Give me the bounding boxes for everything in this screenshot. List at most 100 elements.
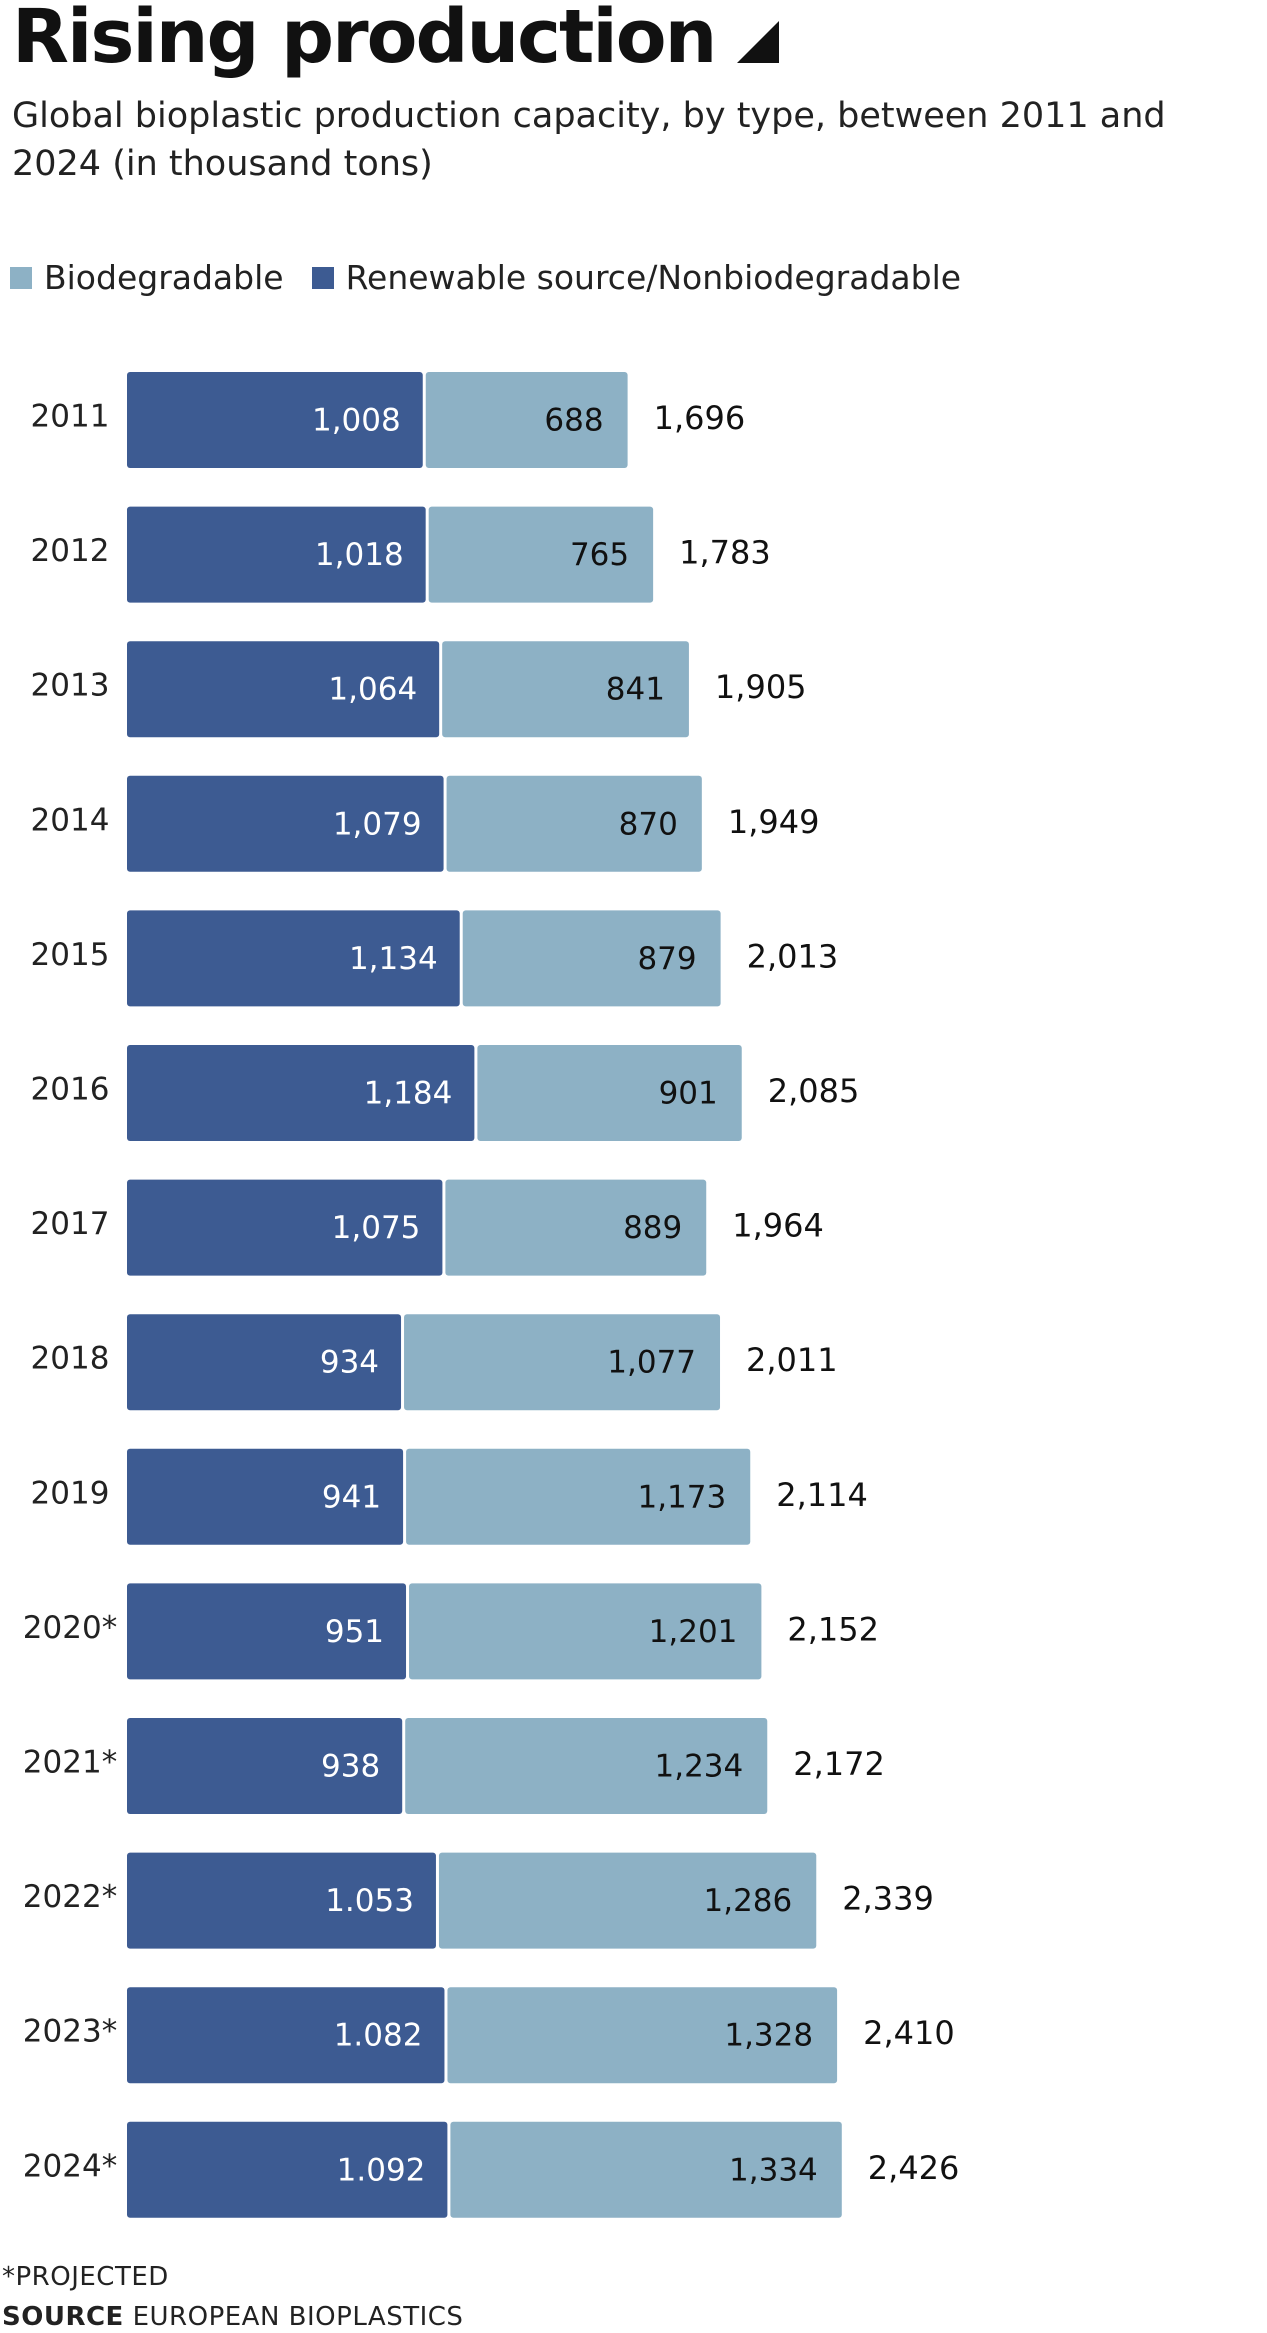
bar-value-label-renewable: 951 — [325, 1614, 384, 1650]
bar-value-label-biodegradable: 1,234 — [655, 1749, 744, 1785]
bar-biodegradable — [405, 1718, 768, 1814]
bar-biodegradable — [404, 1314, 721, 1411]
bar-renewable — [127, 775, 444, 872]
bar-value-label-biodegradable: 1,077 — [607, 1345, 696, 1381]
bar-renewable — [127, 1179, 443, 1276]
bar-value-label-renewable: 1,064 — [328, 672, 417, 708]
total-value-label: 1,905 — [715, 668, 807, 706]
bar-renewable — [127, 2121, 448, 2218]
total-value-label: 2,410 — [863, 2014, 955, 2052]
bar-value-label-biodegradable: 1,201 — [649, 1614, 738, 1650]
year-tick-label: 2014 — [31, 802, 110, 838]
bar-renewable — [127, 372, 423, 468]
year-tick-label: 2013 — [31, 668, 110, 704]
year-tick-label: 2020* — [23, 1610, 117, 1646]
legend-item-renewable: Renewable source/Nonbiodegradable — [311, 258, 962, 297]
legend-label-renewable: Renewable source/Nonbiodegradable — [345, 258, 962, 297]
bar-renewable — [127, 910, 460, 1007]
bar-value-label-renewable: 1,079 — [333, 806, 422, 842]
bar-value-label-biodegradable: 889 — [623, 1210, 682, 1246]
total-value-label: 1,696 — [654, 399, 746, 437]
legend: Biodegradable Renewable source/Nonbiodeg… — [10, 258, 989, 297]
bar-renewable — [127, 1852, 436, 1949]
bar-biodegradable — [445, 1179, 707, 1276]
bar-value-label-renewable: 941 — [322, 1479, 381, 1515]
bar-value-label-biodegradable: 1,173 — [637, 1479, 726, 1515]
total-value-label: 1,964 — [732, 1207, 824, 1245]
bar-biodegradable — [428, 506, 654, 603]
year-tick-label: 2021* — [23, 1745, 117, 1781]
bar-value-label-biodegradable: 879 — [637, 941, 696, 977]
bar-value-label-renewable: 1,018 — [315, 537, 404, 573]
bar-renewable — [127, 1987, 445, 2084]
year-tick-label: 2022* — [23, 1879, 117, 1915]
title-row: Rising production — [12, 0, 780, 80]
bar-value-label-renewable: 934 — [320, 1345, 379, 1381]
year-tick-label: 2015 — [31, 937, 110, 973]
total-value-label: 2,152 — [787, 1610, 879, 1648]
bar-value-label-biodegradable: 1,334 — [729, 2152, 818, 2188]
bar-value-label-biodegradable: 765 — [570, 537, 629, 573]
source-text: EUROPEAN BIOPLASTICS — [123, 2302, 464, 2332]
footnote: *PROJECTED — [2, 2262, 169, 2292]
source-line: SOURCE EUROPEAN BIOPLASTICS — [2, 2302, 463, 2332]
year-tick-label: 2018 — [31, 1341, 110, 1377]
bar-renewable — [127, 1314, 402, 1411]
total-value-label: 2,172 — [793, 1745, 885, 1783]
total-value-label: 1,783 — [679, 534, 771, 572]
bar-biodegradable — [406, 1448, 751, 1545]
bar-renewable — [127, 1448, 404, 1545]
bar-renewable — [127, 1045, 475, 1141]
bar-value-label-biodegradable: 1,328 — [724, 2018, 813, 2054]
chart-title: Rising production — [12, 0, 717, 80]
legend-label-biodegradable: Biodegradable — [44, 258, 284, 297]
chart-subtitle: Global bioplastic production capacity, b… — [12, 96, 1166, 184]
bar-value-label-renewable: 1.092 — [337, 2152, 426, 2188]
bar-biodegradable — [442, 641, 689, 738]
bar-value-label-biodegradable: 841 — [606, 672, 665, 708]
year-tick-label: 2016 — [31, 1072, 110, 1108]
bar-value-label-biodegradable: 1,286 — [704, 1883, 793, 1919]
total-value-label: 2,085 — [768, 1072, 860, 1110]
bar-renewable — [127, 1718, 403, 1814]
bar-biodegradable — [438, 1852, 817, 1949]
year-tick-label: 2011 — [31, 399, 110, 435]
total-value-label: 1,949 — [728, 803, 820, 841]
bar-value-label-renewable: 1,075 — [332, 1210, 421, 1246]
source-label: SOURCE — [2, 2302, 124, 2332]
bar-value-label-biodegradable: 688 — [544, 403, 603, 439]
bar-biodegradable — [447, 1987, 838, 2084]
bar-biodegradable — [450, 2121, 842, 2218]
total-value-label: 2,339 — [842, 1880, 934, 1918]
bar-renewable — [127, 506, 426, 603]
bar-renewable — [127, 641, 440, 738]
year-tick-label: 2023* — [23, 2014, 117, 2050]
bar-biodegradable — [425, 372, 628, 468]
year-tick-label: 2012 — [31, 533, 110, 569]
year-tick-label: 2019 — [31, 1475, 110, 1511]
bar-biodegradable — [409, 1583, 762, 1680]
bar-value-label-renewable: 1.082 — [334, 2018, 423, 2054]
bar-biodegradable — [446, 775, 702, 872]
legend-swatch-biodegradable — [10, 266, 32, 289]
total-value-label: 2,011 — [746, 1341, 838, 1379]
legend-item-biodegradable: Biodegradable — [10, 258, 284, 297]
year-tick-label: 2017 — [31, 1206, 110, 1242]
bar-value-label-biodegradable: 870 — [619, 806, 678, 842]
bar-value-label-renewable: 1,008 — [312, 403, 401, 439]
bar-value-label-biodegradable: 901 — [659, 1076, 718, 1112]
bar-biodegradable — [462, 910, 721, 1007]
total-value-label: 2,114 — [776, 1476, 868, 1514]
bar-value-label-renewable: 938 — [321, 1749, 380, 1785]
total-value-label: 2,426 — [868, 2149, 960, 2187]
bar-renewable — [127, 1583, 407, 1680]
bar-biodegradable — [477, 1045, 742, 1141]
bar-value-label-renewable: 1,184 — [364, 1076, 453, 1112]
bar-value-label-renewable: 1.053 — [325, 1883, 414, 1919]
year-tick-label: 2024* — [23, 2148, 117, 2184]
legend-swatch-renewable — [311, 266, 334, 289]
bar-value-label-renewable: 1,134 — [349, 941, 438, 977]
bar-chart: 2011 1,008 688 1,696 2012 1,018 765 1,783 2013 1,… — [23, 372, 960, 2218]
triangle-icon — [737, 21, 780, 63]
total-value-label: 2,013 — [747, 937, 839, 975]
